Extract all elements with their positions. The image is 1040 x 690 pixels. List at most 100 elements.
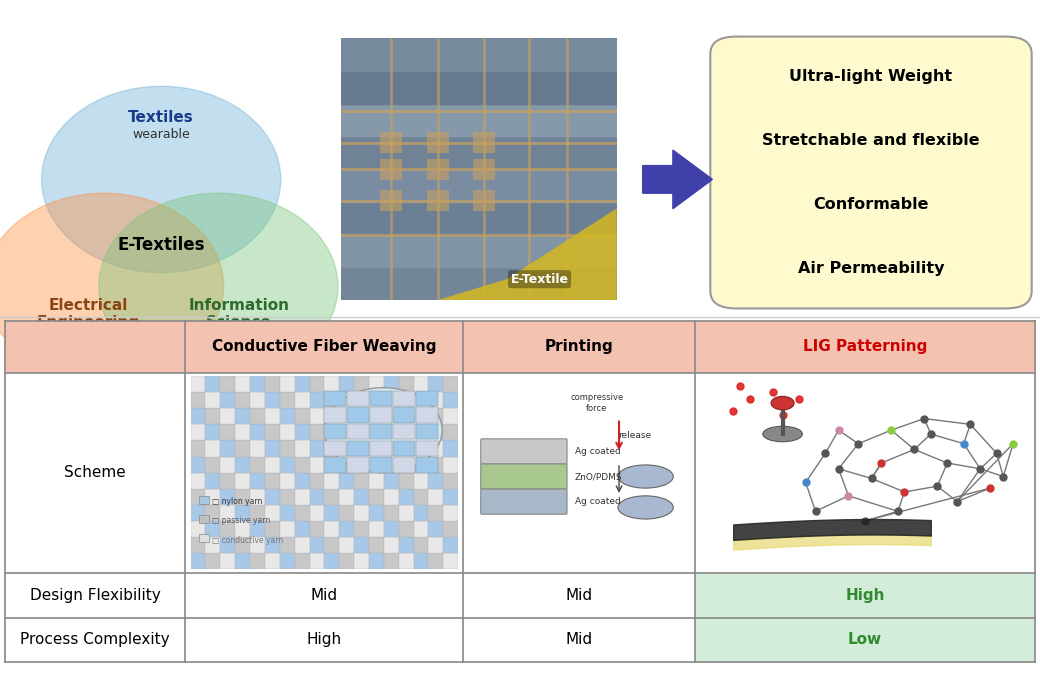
Bar <box>280 424 294 440</box>
Bar <box>294 408 310 424</box>
Bar <box>235 473 250 489</box>
Bar <box>324 424 345 440</box>
Text: Scheme: Scheme <box>64 465 126 480</box>
Polygon shape <box>438 208 617 300</box>
Bar <box>324 440 339 457</box>
Bar <box>339 440 354 457</box>
Bar <box>695 618 1035 662</box>
Bar <box>428 553 443 569</box>
Bar <box>370 441 392 456</box>
Ellipse shape <box>762 426 802 442</box>
Text: Ag coated: Ag coated <box>575 447 621 456</box>
Bar <box>294 392 310 408</box>
Bar <box>220 473 235 489</box>
Bar <box>414 457 428 473</box>
Bar <box>398 521 414 537</box>
Bar <box>443 408 459 424</box>
Bar <box>341 71 617 104</box>
Text: Ultra-light Weight: Ultra-light Weight <box>789 69 953 84</box>
Bar <box>416 407 438 423</box>
Bar <box>384 408 398 424</box>
Bar <box>339 392 354 408</box>
Bar <box>310 440 324 457</box>
Bar <box>414 440 428 457</box>
Bar <box>206 489 220 505</box>
Bar <box>220 521 235 537</box>
Bar <box>369 505 384 521</box>
Bar <box>324 457 339 473</box>
Bar <box>220 440 235 457</box>
Bar <box>190 537 206 553</box>
Bar <box>235 553 250 569</box>
Ellipse shape <box>99 193 338 380</box>
Circle shape <box>324 388 442 473</box>
Bar <box>265 424 280 440</box>
Bar <box>265 489 280 505</box>
Bar <box>443 392 459 408</box>
Text: Conformable: Conformable <box>813 197 929 212</box>
Bar <box>428 408 443 424</box>
Text: Electrical
Engineering: Electrical Engineering <box>36 298 140 330</box>
Bar <box>426 190 448 211</box>
Bar <box>280 457 294 473</box>
Bar <box>280 489 294 505</box>
Bar <box>339 521 354 537</box>
Bar <box>369 376 384 392</box>
Text: Information
Science: Information Science <box>188 298 290 330</box>
Bar <box>414 424 428 440</box>
Bar <box>206 457 220 473</box>
Bar <box>354 553 369 569</box>
Text: E-Textile: E-Textile <box>511 273 569 286</box>
Bar <box>414 473 428 489</box>
Bar <box>280 537 294 553</box>
Bar <box>265 392 280 408</box>
Bar <box>339 553 354 569</box>
Text: Conductive Fiber Weaving: Conductive Fiber Weaving <box>212 339 437 354</box>
Bar <box>294 505 310 521</box>
Bar <box>416 457 438 473</box>
Bar <box>5 321 1035 373</box>
Bar <box>347 391 369 406</box>
Text: Mid: Mid <box>566 588 593 602</box>
Bar <box>443 553 459 569</box>
Bar <box>294 553 310 569</box>
Bar <box>324 537 339 553</box>
FancyBboxPatch shape <box>480 489 567 514</box>
Bar <box>265 537 280 553</box>
Bar <box>428 376 443 392</box>
Bar <box>426 132 448 153</box>
Bar <box>428 392 443 408</box>
Bar <box>370 391 392 406</box>
Bar <box>310 376 324 392</box>
Bar <box>294 376 310 392</box>
Bar <box>250 440 265 457</box>
Bar <box>220 376 235 392</box>
Bar <box>384 489 398 505</box>
Bar <box>280 521 294 537</box>
Bar <box>428 489 443 505</box>
Bar <box>190 505 206 521</box>
Bar <box>428 521 443 537</box>
Bar <box>310 424 324 440</box>
Text: High: High <box>846 588 885 602</box>
Text: Ag coated: Ag coated <box>575 497 621 506</box>
Ellipse shape <box>42 86 281 273</box>
Bar <box>341 169 617 202</box>
Ellipse shape <box>618 496 673 519</box>
Bar <box>369 473 384 489</box>
Bar <box>443 424 459 440</box>
Bar <box>250 473 265 489</box>
Bar <box>310 537 324 553</box>
Bar <box>339 537 354 553</box>
Bar <box>443 440 459 457</box>
Bar <box>220 537 235 553</box>
Bar <box>250 505 265 521</box>
Bar <box>294 440 310 457</box>
Bar <box>341 137 617 169</box>
Bar <box>324 553 339 569</box>
Bar <box>235 424 250 440</box>
Bar <box>443 473 459 489</box>
Bar <box>265 553 280 569</box>
Bar <box>235 408 250 424</box>
Bar <box>384 376 398 392</box>
